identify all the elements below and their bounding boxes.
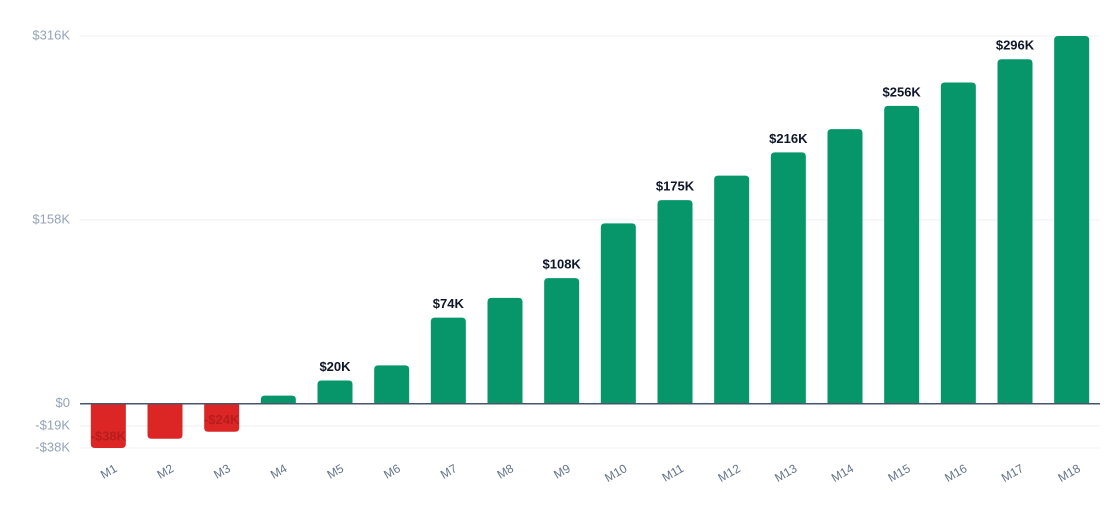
value-label: $175K <box>656 179 695 194</box>
bar <box>147 403 183 439</box>
bar <box>884 105 920 404</box>
x-tick-label: M10 <box>602 461 629 485</box>
x-tick-label: M1 <box>98 461 120 482</box>
y-tick-label: $0 <box>56 395 70 410</box>
bar <box>260 395 296 404</box>
bar <box>657 200 693 404</box>
value-label: $256K <box>883 84 922 99</box>
x-tick-label: M13 <box>772 461 799 485</box>
x-tick-label: M17 <box>999 461 1026 485</box>
bar <box>204 403 240 432</box>
bar <box>430 317 466 404</box>
bar <box>374 365 410 404</box>
value-label: $216K <box>769 131 808 146</box>
x-tick-label: M6 <box>381 461 403 482</box>
x-tick-label: M16 <box>942 461 969 485</box>
x-tick-label: M2 <box>155 461 177 482</box>
bar <box>770 152 806 404</box>
bar <box>90 403 126 448</box>
value-label: -$38K <box>91 428 127 443</box>
value-label: $74K <box>433 296 465 311</box>
x-tick-label: M18 <box>1056 461 1083 485</box>
value-label: $108K <box>543 257 582 272</box>
x-tick-label: M8 <box>495 461 517 482</box>
value-label: $296K <box>996 38 1035 53</box>
x-tick-label: M3 <box>211 461 233 482</box>
x-tick-label: M14 <box>829 461 856 485</box>
bar <box>827 129 863 404</box>
x-tick-label: M11 <box>660 461 687 485</box>
bar <box>600 223 636 404</box>
bar <box>714 175 750 404</box>
bar <box>940 82 976 404</box>
x-tick-label: M4 <box>268 461 290 482</box>
value-label: -$24K <box>204 412 240 427</box>
x-tick-label: M7 <box>438 461 460 482</box>
x-tick-label: M15 <box>886 461 913 485</box>
y-tick-label: $316K <box>32 27 70 42</box>
x-tick-label: M5 <box>325 461 347 482</box>
x-tick-label: M12 <box>716 461 743 485</box>
bar <box>317 380 353 404</box>
bar <box>997 59 1033 404</box>
bar <box>487 297 523 404</box>
y-tick-label: -$19K <box>35 417 70 432</box>
value-label: $20K <box>319 359 351 374</box>
x-tick-label: M9 <box>551 461 573 482</box>
bar <box>544 278 580 404</box>
y-tick-label: -$38K <box>35 439 70 454</box>
bar <box>1054 36 1090 404</box>
y-tick-label: $158K <box>32 211 70 226</box>
